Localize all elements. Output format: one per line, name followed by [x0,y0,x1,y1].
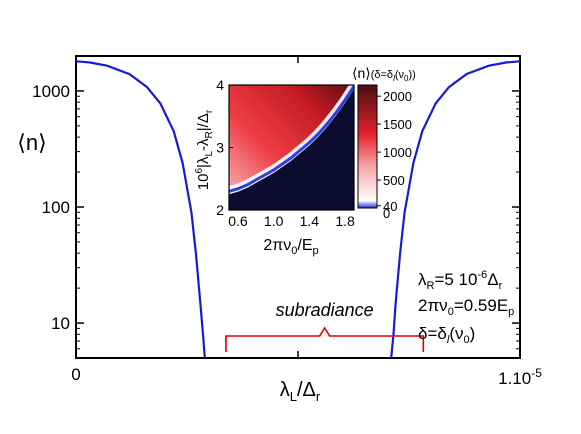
inset-y-tick-label: 3 [216,140,224,156]
colorbar-tick-label: 1500 [383,117,412,132]
inset-x-tick-label: 0.6 [228,213,248,229]
inset-heatmap: 0.6 1.0 1.4 1.8 2 3 4 2πν0/Ep 106|λL-λR|/Δr [194,77,355,257]
subradiance-label: subradiance [276,300,374,320]
colorbar-title: ⟨n⟩(δ=δl(ν0)) [352,65,416,83]
main-y-tick-label: 100 [42,198,70,217]
main-y-ticks: 10 100 1000 [32,82,520,359]
colorbar: 40 500 1000 1500 2000 0 ⟨n⟩(δ=δl(ν0)) [352,65,416,221]
colorbar-tick-label: 1000 [383,145,412,160]
inset-y-ticks: 2 3 4 [216,77,233,218]
main-x-tick-label: 1.10-5 [498,366,542,388]
main-series-1-line [75,60,206,359]
colorbar-ticks: 40 500 1000 1500 2000 0 [377,89,412,221]
main-y-tick-label: 1000 [32,82,70,101]
subradiance-annotation: subradiance [225,300,425,352]
inset-x-tick-label: 1.0 [264,213,284,229]
main-y-tick-label: 10 [51,314,70,333]
inset-x-tick-label: 1.8 [335,213,355,229]
inset-y-axis-label: 106|λL-λR|/Δr [194,109,215,190]
inset-low-region [229,89,354,210]
subradiance-brace [225,326,425,352]
colorbar-tick-label: 500 [383,173,405,188]
param-delta: δ=δl(ν0) [418,324,475,346]
main-y-axis-label: ⟨n⟩ [17,130,46,155]
inset-x-tick-label: 1.4 [300,213,320,229]
main-x-axis-label: λL/Δr [280,379,321,404]
inset-x-ticks: 0.6 1.0 1.4 1.8 [228,206,355,229]
colorbar-tick-label: 40 [383,199,397,214]
param-lambda-r: λR=5 10-6Δr [418,269,503,292]
main-plot: 10 100 1000 0 1.10-5 ⟨n⟩ λL/Δr [17,55,542,404]
colorbar-tick-label: 2000 [383,89,412,104]
colorbar-gradient [357,84,378,209]
main-x-tick-label: 0 [71,365,80,384]
main-curves [75,60,521,359]
inset-x-axis-label: 2πν0/Ep [263,237,318,257]
colorbar-tick-label-zero: 0 [383,206,390,221]
inset-boundary-line [229,85,354,193]
inset-y-tick-label: 4 [216,77,224,93]
param-nu0: 2πν0=0.59Ep [418,296,514,318]
inset-y-tick-label: 2 [216,202,224,218]
main-x-ticks: 0 1.10-5 [71,56,542,388]
main-series-2-line [390,60,521,359]
parameter-annotations: λR=5 10-6Δr 2πν0=0.59Ep δ=δl(ν0) [418,269,514,346]
